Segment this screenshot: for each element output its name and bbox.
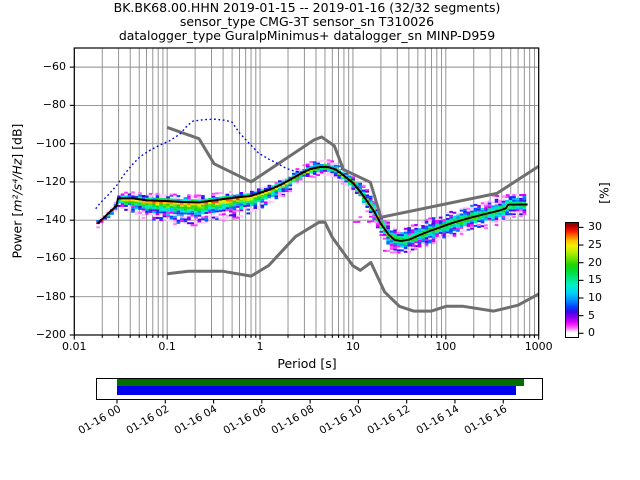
colorbar-tick-label: 0 (588, 326, 595, 340)
nhnm-line (166, 125, 540, 219)
timeline-processed-bar (117, 379, 524, 387)
y-tick-label: −180 (35, 289, 66, 303)
colorbar-label: [%] (596, 182, 612, 204)
colorbar-tick-label: 20 (588, 255, 602, 269)
title-line-1: BK.BK68.00.HHN 2019-01-15 -- 2019-01-16 … (113, 0, 501, 15)
curves (95, 118, 540, 313)
y-tick-label: −200 (35, 328, 66, 341)
x-tick-label: 1000 (524, 340, 553, 353)
y-tick-label: −120 (35, 174, 66, 188)
tick-marks (69, 66, 584, 404)
blue-dotted-line (95, 118, 305, 210)
colorbar-tick-label: 10 (588, 291, 602, 304)
timeline-data-bar (117, 386, 517, 395)
y-tick-label: −80 (42, 98, 66, 112)
colorbar-tick-label: 30 (588, 220, 602, 234)
axes-frame (73, 47, 540, 336)
x-axis-label: Period [s] (277, 356, 337, 371)
x-tick-label: 1 (256, 340, 264, 353)
y-tick-label: −60 (42, 60, 66, 74)
x-tick-label: 0.1 (158, 340, 176, 353)
colorbar-tick-label: 5 (588, 308, 595, 322)
colorbar (565, 222, 579, 338)
psd-mode-line (97, 165, 528, 243)
plot-title: BK.BK68.00.HHN 2019-01-15 -- 2019-01-16 … (74, 1, 540, 43)
x-tick-label: 100 (435, 340, 457, 353)
y-tick-label: −160 (35, 251, 66, 265)
psd-probability-histogram (96, 159, 527, 254)
colorbar-tick-label: 15 (588, 273, 602, 287)
grid-lines (73, 48, 540, 336)
title-line-2: sensor_type CMG-3T sensor_sn T310026 (179, 14, 435, 29)
nlnm-line (167, 220, 540, 313)
y-tick-label: −140 (35, 213, 66, 227)
title-line-3: datalogger_type GuralpMinimus+ datalogge… (118, 28, 496, 43)
x-tick-label: 0.01 (62, 340, 87, 353)
colorbar-tick-label: 25 (588, 238, 602, 252)
x-tick-label: 10 (345, 340, 360, 353)
y-tick-label: −100 (35, 136, 66, 150)
